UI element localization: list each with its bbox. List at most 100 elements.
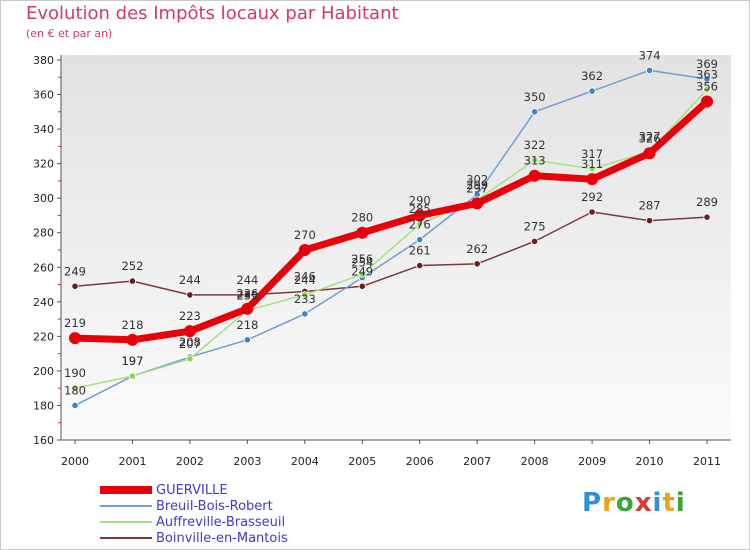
y-tick-label: 200 xyxy=(33,365,54,378)
y-tick-label: 300 xyxy=(33,192,54,205)
data-point-guerville xyxy=(471,197,484,210)
data-point-breuil-bois-robert xyxy=(301,310,309,318)
data-point-guerville xyxy=(528,169,541,182)
y-tick-label: 260 xyxy=(33,261,54,274)
data-point-breuil-bois-robert xyxy=(416,236,424,244)
y-tick-label: 360 xyxy=(33,89,54,102)
data-point-boinville-en-mantois xyxy=(588,208,596,216)
data-label-auffreville-brasseuil: 327 xyxy=(639,130,661,144)
data-point-boinville-en-mantois xyxy=(128,277,137,285)
y-tick-label: 280 xyxy=(33,227,54,240)
chart-title: Evolution des Impôts locaux par Habitant xyxy=(26,3,399,24)
data-label-guerville: 270 xyxy=(294,228,316,242)
data-point-guerville xyxy=(701,95,713,108)
data-label-breuil-bois-robert: 180 xyxy=(64,383,86,397)
y-tick-label: 160 xyxy=(33,434,54,447)
data-label-breuil-bois-robert: 369 xyxy=(696,57,718,71)
data-label-breuil-bois-robert: 374 xyxy=(639,48,661,62)
data-label-guerville: 356 xyxy=(696,79,718,93)
data-label-guerville: 326 xyxy=(639,131,661,145)
data-point-auffreville-brasseuil xyxy=(128,372,137,380)
data-label-auffreville-brasseuil: 363 xyxy=(696,67,718,81)
data-point-boinville-en-mantois xyxy=(358,282,366,290)
plot-background xyxy=(61,55,731,440)
proxiti-logo: Proxiti xyxy=(582,488,686,518)
data-point-auffreville-brasseuil xyxy=(703,85,711,93)
series-line-boinville-en-mantois xyxy=(74,211,708,296)
data-label-breuil-bois-robert: 350 xyxy=(524,90,546,104)
data-label-boinville-en-mantois: 252 xyxy=(121,259,143,273)
data-point-guerville xyxy=(69,332,81,345)
data-label-boinville-en-mantois: 246 xyxy=(294,269,316,283)
x-tick-label: 2001 xyxy=(118,455,146,468)
data-label-guerville: 313 xyxy=(524,154,546,168)
legend-swatch-boinville-en-mantois xyxy=(100,537,152,539)
legend-swatch-breuil-bois-robert xyxy=(100,505,152,507)
chart-subtitle: (en € et par an) xyxy=(26,27,113,40)
data-point-boinville-en-mantois xyxy=(416,261,424,270)
x-tick-label: 2004 xyxy=(291,455,319,468)
data-point-guerville xyxy=(643,147,656,160)
data-label-guerville: 297 xyxy=(466,181,488,195)
data-point-boinville-en-mantois xyxy=(473,260,481,268)
data-label-boinville-en-mantois: 289 xyxy=(696,195,718,209)
data-label-breuil-bois-robert: 197 xyxy=(121,354,143,368)
legend-label-guerville: GUERVILLE xyxy=(156,482,228,498)
x-tick-label: 2000 xyxy=(61,455,89,468)
legend-swatch-auffreville-brasseuil xyxy=(100,521,152,523)
x-tick-label: 2003 xyxy=(233,455,261,468)
x-tick-label: 2008 xyxy=(521,455,549,468)
data-point-breuil-bois-robert xyxy=(588,87,596,95)
data-label-auffreville-brasseuil: 317 xyxy=(581,147,603,161)
logo-letter: o xyxy=(615,488,635,518)
y-tick-label: 240 xyxy=(33,296,54,309)
data-label-auffreville-brasseuil: 197 xyxy=(121,354,143,368)
logo-letter: r xyxy=(602,488,616,518)
data-label-boinville-en-mantois: 275 xyxy=(524,219,546,233)
data-point-breuil-bois-robert xyxy=(703,75,711,83)
logo-letter: x xyxy=(634,488,653,518)
data-point-breuil-bois-robert xyxy=(531,108,539,116)
y-tick-label: 340 xyxy=(33,123,54,136)
y-tick-label: 320 xyxy=(33,158,54,171)
x-tick-label: 2007 xyxy=(463,455,491,468)
data-point-breuil-bois-robert xyxy=(243,336,251,344)
logo-letter: i xyxy=(675,488,686,518)
y-tick-label: 220 xyxy=(33,330,54,343)
data-point-breuil-bois-robert xyxy=(645,66,654,74)
data-point-auffreville-brasseuil xyxy=(186,355,194,363)
legend-label-breuil-bois-robert: Breuil-Bois-Robert xyxy=(156,498,273,514)
data-point-auffreville-brasseuil xyxy=(588,165,596,173)
data-label-auffreville-brasseuil: 235 xyxy=(236,288,258,302)
data-point-auffreville-brasseuil xyxy=(358,270,366,278)
series-line-breuil-bois-robert xyxy=(74,69,708,407)
data-point-guerville xyxy=(298,244,311,256)
y-tick-label: 380 xyxy=(33,54,54,67)
data-point-guerville xyxy=(183,325,196,338)
x-tick-label: 2011 xyxy=(693,455,721,468)
data-point-boinville-en-mantois xyxy=(531,237,539,245)
data-label-boinville-en-mantois: 244 xyxy=(236,273,258,287)
logo-letter: i xyxy=(652,488,663,518)
data-label-auffreville-brasseuil: 190 xyxy=(64,366,86,380)
data-point-boinville-en-mantois xyxy=(186,291,194,299)
legend-swatch-guerville xyxy=(100,486,152,494)
data-label-boinville-en-mantois: 287 xyxy=(639,199,661,213)
logo-letter: t xyxy=(662,488,676,518)
data-point-breuil-bois-robert xyxy=(71,401,79,410)
legend-item-breuil-bois-robert: Breuil-Bois-Robert xyxy=(100,498,288,514)
x-tick-label: 2010 xyxy=(636,455,664,468)
logo-letter: P xyxy=(582,488,603,518)
data-point-boinville-en-mantois xyxy=(645,217,654,225)
x-tick-label: 2002 xyxy=(176,455,204,468)
data-point-guerville xyxy=(586,173,599,186)
x-tick-label: 2006 xyxy=(406,455,434,468)
data-label-breuil-bois-robert: 276 xyxy=(409,218,431,232)
series-line-auffreville-brasseuil xyxy=(74,88,708,389)
data-label-guerville: 218 xyxy=(121,318,143,332)
legend-item-boinville-en-mantois: Boinville-en-Mantois xyxy=(100,530,288,546)
data-point-guerville xyxy=(356,226,369,239)
data-label-guerville: 280 xyxy=(351,211,373,225)
data-label-auffreville-brasseuil: 285 xyxy=(409,202,431,216)
x-tick-label: 2009 xyxy=(578,455,606,468)
